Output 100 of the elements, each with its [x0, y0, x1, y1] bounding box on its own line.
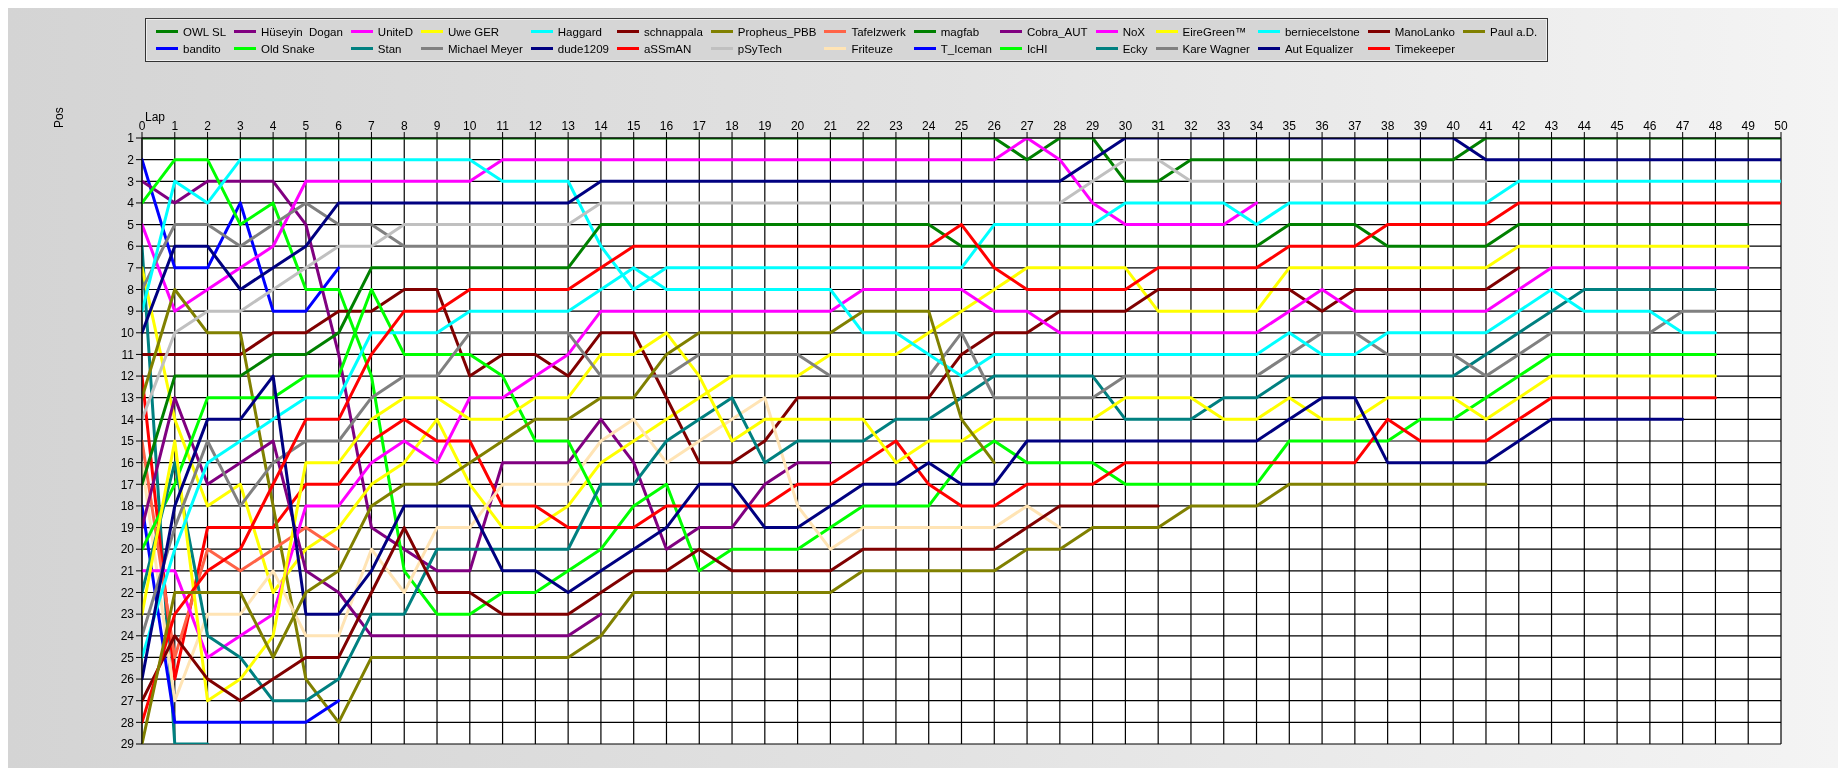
y-tick-label: 20 [120, 542, 135, 557]
y-tick-label: 6 [127, 239, 135, 254]
x-tick-label: 7 [368, 119, 376, 133]
x-tick-label: 38 [1380, 119, 1395, 133]
x-tick-label: 8 [400, 119, 408, 133]
legend-label: dude1209 [557, 42, 609, 55]
legend-label: Old Snake [261, 42, 315, 55]
x-tick-label: 34 [1249, 119, 1264, 133]
x-tick-label: 27 [1020, 119, 1035, 133]
x-tick-label: 42 [1512, 119, 1526, 133]
x-tick-label: 28 [1053, 119, 1067, 133]
x-tick-label: 32 [1184, 119, 1198, 133]
x-tick-label: 18 [725, 119, 740, 133]
x-tick-label: 6 [335, 119, 343, 133]
legend-label: berniecelstone [1284, 25, 1360, 38]
y-tick-label: 27 [120, 693, 135, 708]
x-tick-label: 33 [1217, 119, 1231, 133]
x-tick-label: 0 [138, 119, 146, 133]
y-tick-label: 14 [120, 412, 135, 427]
x-tick-label: 29 [1085, 119, 1100, 133]
legend-label: UniteD [377, 25, 414, 38]
legend-label: IcHI [1026, 42, 1048, 55]
x-tick-label: 30 [1118, 119, 1133, 133]
y-axis-title: Pos [52, 107, 66, 128]
legend-label: Kare Wagner [1182, 42, 1250, 55]
y-tick-label: 12 [120, 369, 135, 384]
y-tick-label: 19 [120, 520, 135, 535]
x-tick-label: 13 [561, 119, 576, 133]
x-tick-label: 46 [1643, 119, 1657, 133]
y-tick-label: 21 [120, 564, 135, 579]
y-tick-label: 18 [120, 499, 135, 514]
legend-label: NoX [1122, 25, 1145, 38]
legend-label: EireGreen™ [1182, 25, 1247, 38]
x-tick-label: 3 [237, 119, 244, 133]
legend-label: bandito [183, 42, 221, 55]
x-tick-label: 43 [1544, 119, 1559, 133]
legend-label: ManoLanko [1394, 25, 1455, 38]
x-tick-label: 16 [659, 119, 674, 133]
legend-label: Timekeeper [1394, 42, 1455, 55]
x-tick-label: 41 [1479, 119, 1493, 133]
y-tick-label: 5 [127, 217, 135, 232]
legend-label: Michael Meyer [448, 42, 523, 55]
y-tick-label: 2 [127, 152, 135, 167]
y-tick-label: 25 [120, 650, 135, 665]
legend-label: pSyTech [737, 42, 782, 55]
legend-label: Cobra_AUT [1026, 25, 1088, 38]
x-tick-label: 49 [1741, 119, 1756, 133]
legend-label: Paul a.D. [1489, 25, 1538, 38]
y-tick-label: 3 [127, 174, 135, 189]
y-tick-label: 4 [127, 196, 135, 211]
x-tick-label: 17 [692, 119, 707, 133]
x-tick-label: 36 [1315, 119, 1330, 133]
x-tick-label: 40 [1446, 119, 1461, 133]
y-tick-label: 8 [127, 282, 135, 297]
x-tick-label: 15 [627, 119, 641, 133]
legend-label: Tafelzwerk [851, 25, 906, 38]
x-tick-label: 22 [856, 119, 871, 133]
x-tick-label: 48 [1708, 119, 1723, 133]
legend-label: Hüseyin Dogan [261, 25, 343, 38]
y-tick-label: 13 [120, 390, 135, 405]
x-tick-label: 4 [269, 119, 277, 133]
x-tick-label: 5 [302, 119, 310, 133]
x-tick-label: 31 [1151, 119, 1166, 133]
legend-label: Ecky [1122, 42, 1148, 55]
x-tick-label: 37 [1348, 119, 1362, 133]
x-tick-label: 20 [790, 119, 805, 133]
legend-label: Propheus_PBB [737, 25, 817, 38]
x-tick-label: 19 [758, 119, 772, 133]
legend-label: Uwe GER [448, 25, 500, 38]
x-tick-label: 47 [1675, 119, 1690, 133]
legend-label: aSSmAN [643, 42, 692, 55]
x-tick-label: 11 [496, 119, 510, 133]
y-tick-label: 28 [120, 715, 135, 730]
legend-label: Aut Equalizer [1284, 42, 1354, 55]
x-tick-label: 39 [1413, 119, 1428, 133]
x-tick-label: 14 [594, 119, 608, 133]
x-tick-label: 10 [463, 119, 477, 133]
x-tick-label: 26 [987, 119, 1002, 133]
x-tick-label: 12 [528, 119, 543, 133]
x-tick-label: 9 [433, 119, 441, 133]
y-tick-label: 16 [120, 455, 135, 470]
x-tick-label: 50 [1774, 119, 1788, 133]
legend-label: T_Iceman [940, 42, 992, 55]
x-tick-label: 2 [204, 119, 212, 133]
x-tick-label: 44 [1577, 119, 1592, 133]
y-tick-label: 9 [127, 304, 135, 319]
legend-label: Friteuze [851, 42, 893, 55]
legend-label: Haggard [557, 25, 602, 38]
x-tick-label: 24 [922, 119, 936, 133]
y-tick-label: 15 [120, 434, 135, 449]
y-tick-label: 23 [120, 607, 135, 622]
x-tick-label: 45 [1610, 119, 1625, 133]
legend-label: schnappala [643, 25, 703, 38]
x-tick-label: 23 [889, 119, 903, 133]
x-tick-label: 21 [823, 119, 838, 133]
legend-label: Stan [377, 42, 402, 55]
x-tick-label: 25 [954, 119, 969, 133]
legend-label: OWL SL [183, 25, 227, 38]
y-tick-label: 26 [120, 672, 135, 687]
legend-label: magfab [940, 25, 980, 38]
